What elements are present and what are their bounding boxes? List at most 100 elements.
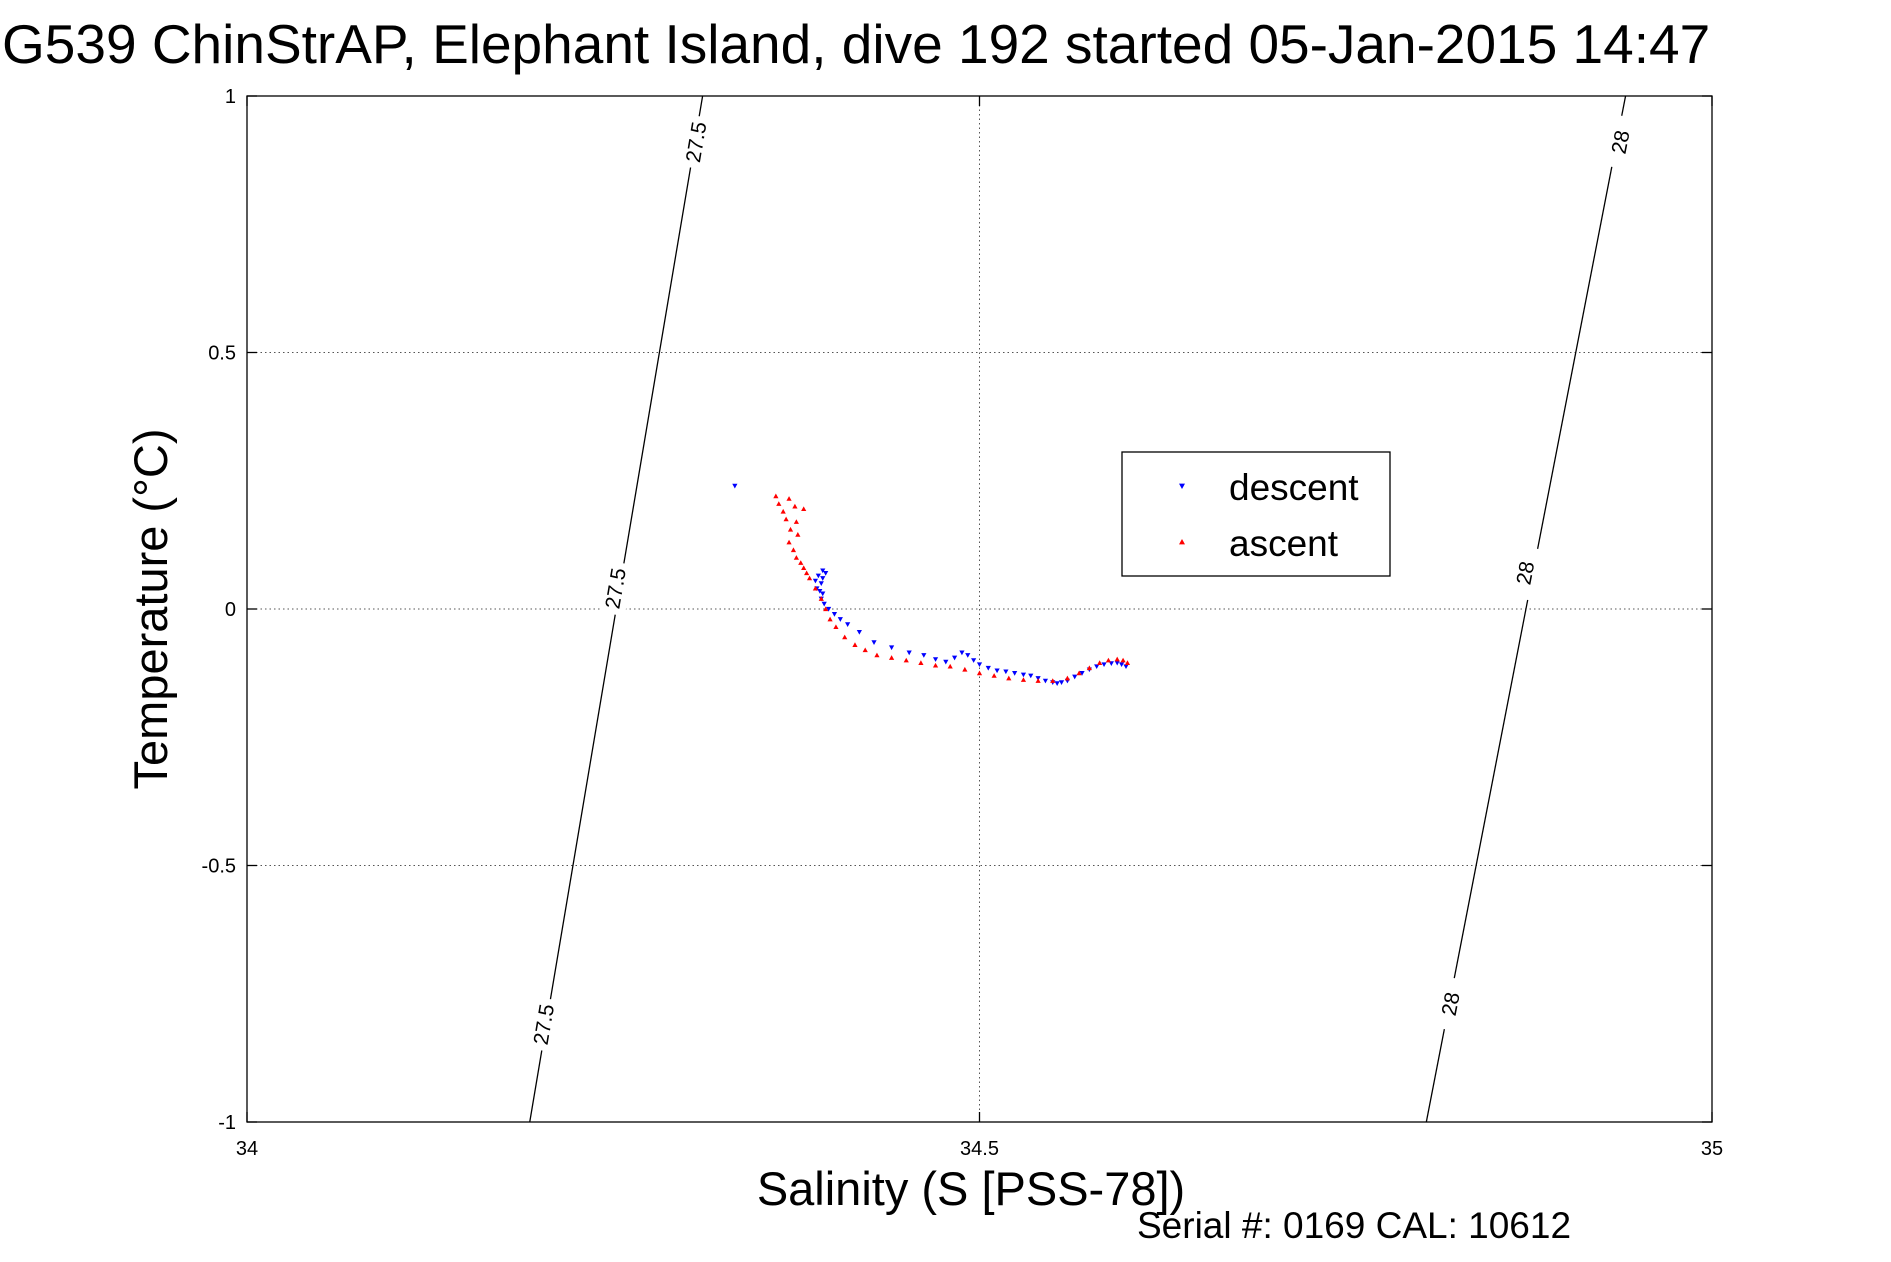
data-point-descent <box>812 578 819 584</box>
data-point-descent <box>1003 669 1009 675</box>
data-point-descent <box>1012 671 1018 676</box>
data-point-ascent <box>818 596 824 601</box>
data-point-descent <box>837 617 843 622</box>
data-point-descent <box>818 581 824 586</box>
legend-marker-shape <box>1179 539 1185 545</box>
data-point-ascent <box>792 503 798 509</box>
data-point-ascent <box>1020 677 1027 682</box>
legend-marker-descent <box>1179 483 1185 489</box>
data-point-descent <box>1123 664 1129 670</box>
data-point-descent <box>965 653 971 658</box>
data-point-ascent <box>1105 657 1112 663</box>
y-tick-label: 0.5 <box>208 343 236 365</box>
grid-lines <box>247 96 1712 1122</box>
data-point-descent <box>1072 674 1078 680</box>
data-point-descent <box>817 588 823 594</box>
isopycnal-label-bg <box>1433 976 1469 1033</box>
chart-title: G539 ChinStrAP, Elephant Island, dive 19… <box>2 13 1710 75</box>
data-point-descent <box>1054 681 1060 686</box>
data-point-ascent <box>823 606 829 612</box>
data-point-descent <box>820 576 826 581</box>
legend: descent ascent <box>1121 451 1391 577</box>
data-point-ascent <box>801 565 807 571</box>
data-point-ascent <box>812 585 819 591</box>
data-point-descent <box>820 568 826 574</box>
x-tick-label: 34.5 <box>960 1138 999 1160</box>
data-point-ascent <box>773 493 779 499</box>
y-tick-label: -0.5 <box>202 856 236 878</box>
data-point-descent <box>994 668 1000 674</box>
isopycnal-line-28 <box>1425 95 1627 1123</box>
data-point-descent <box>856 630 862 635</box>
data-point-ascent <box>783 516 789 522</box>
data-point-ascent <box>976 670 983 676</box>
data-point-ascent <box>804 570 810 576</box>
series-ascent <box>773 493 1131 683</box>
data-point-descent <box>932 657 939 662</box>
data-point-ascent <box>842 634 848 640</box>
data-point-descent <box>826 606 832 612</box>
data-point-ascent <box>1006 675 1012 681</box>
x-axis-label: Salinity (S [PSS-78]) <box>757 1162 1185 1215</box>
data-point-descent <box>943 659 949 665</box>
data-point-descent <box>1119 662 1125 668</box>
data-point-descent <box>959 650 965 656</box>
y-tick-label: -1 <box>218 1112 236 1134</box>
data-point-descent <box>906 650 912 656</box>
data-point-ascent <box>793 519 799 524</box>
data-point-ascent <box>874 652 880 658</box>
data-point-ascent <box>798 560 804 565</box>
data-point-ascent <box>1050 678 1056 683</box>
data-point-ascent <box>962 666 968 672</box>
legend-label-descent: descent <box>1229 467 1359 508</box>
data-point-ascent <box>787 526 794 532</box>
x-tick-label: 35 <box>1701 1138 1723 1160</box>
data-point-descent <box>889 645 895 651</box>
data-point-ascent <box>806 575 813 581</box>
data-point-ascent <box>1124 660 1131 665</box>
data-point-ascent <box>1086 665 1092 671</box>
isopycnal-label: 28 <box>1512 559 1539 586</box>
data-point-descent <box>1108 661 1114 666</box>
data-point-descent <box>845 622 851 627</box>
data-point-ascent <box>1064 675 1070 681</box>
data-point-descent <box>815 573 821 579</box>
data-point-ascent <box>1097 660 1103 665</box>
data-point-ascent <box>793 555 799 560</box>
y-axis-label: Temperature (°C) <box>124 429 177 790</box>
serial-cal-footer: Serial #: 0169 CAL: 10612 <box>1137 1205 1571 1246</box>
isopycnal-label-bg <box>1603 114 1639 171</box>
data-point-ascent <box>786 539 792 545</box>
data-point-descent <box>1028 673 1034 679</box>
data-point-ascent <box>827 616 833 622</box>
isopycnal-label-bg <box>679 114 714 170</box>
data-point-descent <box>976 662 983 668</box>
legend-label-ascent: ascent <box>1229 523 1339 564</box>
data-point-ascent <box>991 673 997 678</box>
y-tick-label: 1 <box>225 86 236 108</box>
data-point-ascent <box>833 624 839 630</box>
data-point-descent <box>820 591 826 597</box>
data-point-descent <box>1058 680 1065 685</box>
data-point-ascent <box>790 547 797 553</box>
data-point-ascent <box>786 496 792 501</box>
data-point-ascent <box>795 532 801 537</box>
data-point-descent <box>823 571 829 576</box>
data-point-descent <box>1042 678 1049 684</box>
isopycnal-label-bg <box>1508 545 1544 602</box>
data-point-descent <box>1079 671 1085 676</box>
data-point-ascent <box>932 662 939 668</box>
data-point-descent <box>821 601 827 607</box>
axis-ticks: 34 34.5 35 1 0.5 0 -0.5 -1 <box>202 86 1724 1160</box>
data-point-descent <box>732 483 738 489</box>
data-point-descent <box>985 665 991 671</box>
legend-marker-ascent <box>1179 539 1185 545</box>
isopycnal-label-bg <box>599 560 634 617</box>
data-point-ascent <box>780 508 786 514</box>
legend-marker-shape <box>1179 483 1185 489</box>
data-point-ascent <box>862 647 868 653</box>
data-point-descent <box>971 658 977 663</box>
data-point-ascent <box>903 657 909 663</box>
